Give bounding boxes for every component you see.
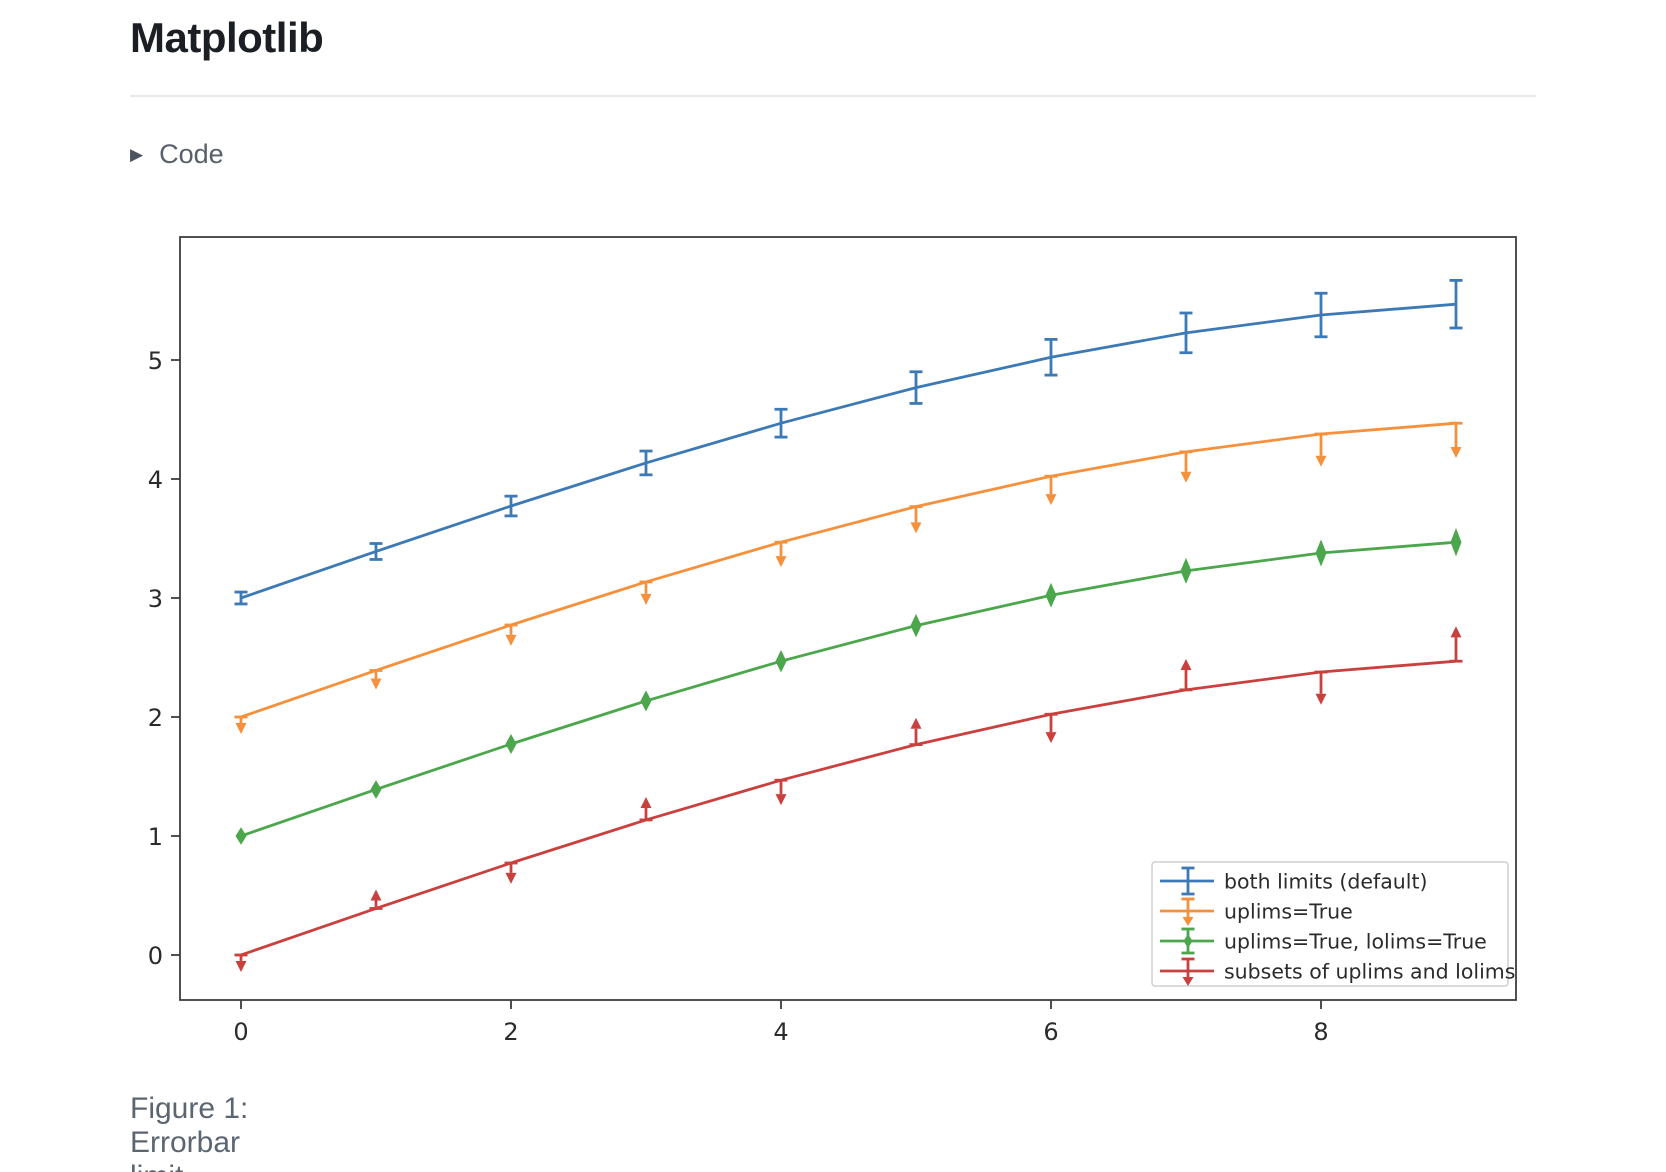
- double-limit-marker: [1045, 582, 1057, 608]
- x-tick-label: 8: [1313, 1018, 1328, 1046]
- down-arrowhead: [775, 556, 787, 568]
- down-arrowhead: [505, 872, 517, 884]
- x-tick-label: 2: [503, 1018, 518, 1046]
- double-limit-marker: [505, 734, 517, 754]
- double-limit-marker: [640, 690, 652, 712]
- double-limit-marker: [235, 827, 247, 845]
- down-arrowhead: [1045, 494, 1057, 506]
- down-arrowhead: [1045, 732, 1057, 744]
- down-arrowhead: [505, 634, 517, 646]
- down-arrowhead: [235, 960, 247, 972]
- down-arrowhead: [1450, 446, 1462, 458]
- up-arrowhead: [910, 717, 922, 729]
- x-tick-label: 0: [233, 1018, 248, 1046]
- series-line: [240, 659, 1457, 957]
- legend-label: subsets of uplims and lolims: [1224, 960, 1515, 984]
- double-limit-marker: [1180, 557, 1192, 584]
- y-tick-label: 2: [148, 704, 163, 732]
- figure-caption: Figure 1: Errorbar limit selection: [130, 1092, 249, 1172]
- down-arrowhead: [1315, 455, 1327, 467]
- page-title: Matplotlib: [130, 14, 324, 61]
- double-limit-marker: [910, 613, 922, 638]
- series-line: [240, 302, 1457, 600]
- series-line: [240, 421, 1457, 719]
- up-arrowhead: [1180, 658, 1192, 670]
- x-tick-label: 4: [773, 1018, 788, 1046]
- x-tick-label: 6: [1043, 1018, 1058, 1046]
- down-arrowhead: [370, 678, 382, 690]
- double-limit-marker: [775, 650, 787, 673]
- title-divider: [130, 95, 1536, 97]
- up-arrowhead: [1450, 626, 1462, 638]
- y-tick-label: 4: [148, 466, 163, 494]
- y-tick-label: 3: [148, 585, 163, 613]
- down-arrowhead: [1315, 693, 1327, 705]
- legend-box: [1151, 861, 1509, 987]
- double-limit-marker: [370, 780, 382, 799]
- up-arrowhead: [640, 797, 652, 809]
- double-limit-marker: [1450, 528, 1462, 557]
- legend-glyph-diamond: [1183, 934, 1193, 948]
- disclosure-triangle-icon: ▶: [130, 145, 144, 164]
- y-tick-label: 0: [148, 942, 163, 970]
- down-arrowhead: [640, 593, 652, 605]
- down-arrowhead: [235, 722, 247, 734]
- y-tick-label: 1: [148, 823, 163, 851]
- series-line: [240, 540, 1457, 838]
- legend-label: both limits (default): [1224, 870, 1428, 894]
- errorbar-chart: 0 2 4 6 8 0 1 2 3 4 5 both limits (default) uplims=T…: [148, 236, 1517, 1046]
- down-arrowhead: [1180, 471, 1192, 483]
- code-disclosure[interactable]: ▶ Code: [130, 139, 224, 170]
- down-arrowhead: [910, 522, 922, 534]
- legend-label: uplims=True, lolims=True: [1224, 930, 1487, 954]
- down-arrowhead: [775, 794, 787, 806]
- double-limit-marker: [1315, 539, 1327, 567]
- legend-glyph-arrowhead: [1182, 977, 1194, 986]
- legend-glyph-arrowhead: [1182, 917, 1194, 926]
- code-toggle-label: Code: [159, 139, 224, 169]
- up-arrowhead: [370, 889, 382, 901]
- y-tick-label: 5: [148, 347, 163, 375]
- legend-label: uplims=True: [1224, 900, 1353, 924]
